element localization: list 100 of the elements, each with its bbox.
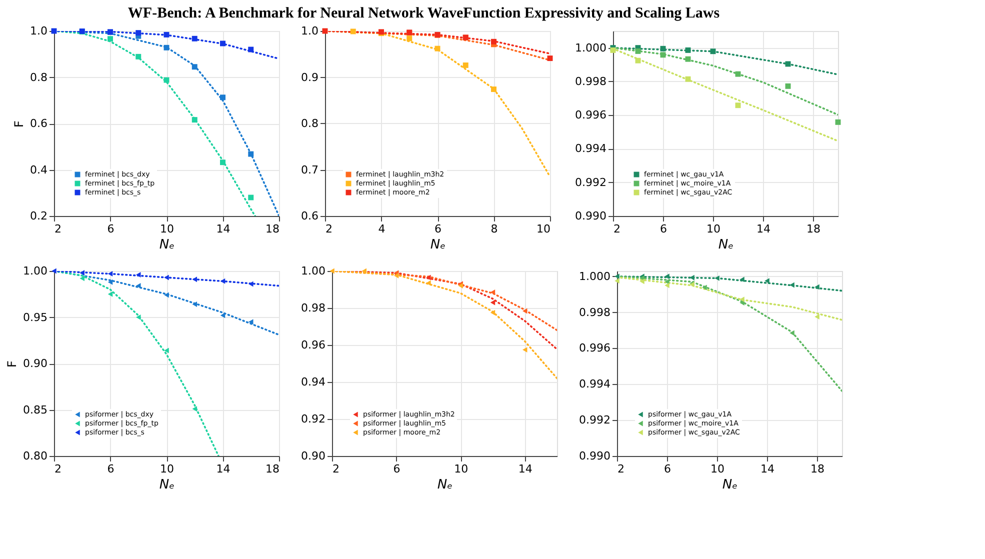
y-tick-label: 0.990: [575, 210, 606, 222]
point: [426, 280, 431, 286]
y-tick-label: 0.90: [301, 450, 326, 462]
y-tick-label: 0.9: [301, 70, 318, 84]
point: [192, 64, 198, 70]
y-tick-label: 1.0: [30, 24, 48, 38]
point: [164, 292, 169, 298]
point: [108, 271, 113, 277]
point: [330, 268, 334, 274]
y-tick-label: 0.85: [23, 403, 48, 416]
point: [490, 300, 496, 306]
y-tick-label: 0.90: [23, 357, 48, 370]
y-tick-label: 0.94: [301, 376, 326, 388]
point: [136, 272, 141, 278]
point: [635, 58, 641, 64]
x-axis-title: Nₑ: [430, 238, 446, 252]
x-tick-label: 6: [434, 222, 442, 236]
y-axis-title: F: [12, 120, 26, 128]
point: [350, 28, 356, 34]
text: WF-Bench: A Benchmark for Neural Network WaveFunction Expressivity and Scaling Laws: [128, 6, 720, 22]
point: [685, 76, 691, 82]
point: [362, 268, 367, 274]
point: [785, 83, 791, 89]
point: [434, 46, 440, 52]
point: [248, 46, 254, 52]
x-tick-label: 14: [518, 462, 532, 476]
x-tick-label: 10: [710, 462, 724, 476]
point: [640, 278, 644, 284]
point: [740, 276, 744, 282]
x-tick-label: 14: [760, 462, 774, 476]
y-tick-label: 0.8: [30, 70, 48, 84]
y-tick-label: 0.2: [30, 210, 48, 222]
point: [740, 296, 744, 302]
point: [835, 119, 841, 125]
y-tick-label: 0.992: [579, 414, 610, 427]
point: [164, 32, 170, 38]
y-tick-label: 0.992: [575, 176, 606, 189]
y-tick-label: 0.998: [575, 74, 606, 88]
x-tick-label: 14: [756, 222, 770, 236]
x-tick-label: 2: [618, 462, 624, 476]
x-tick-label: 10: [454, 462, 468, 476]
point: [635, 48, 641, 54]
x-tick-label: 18: [266, 222, 280, 236]
point: [220, 312, 226, 318]
point: [790, 330, 794, 336]
point: [785, 61, 791, 67]
y-tick-label: 0.80: [23, 450, 48, 462]
y-tick-label: 0.98: [301, 302, 326, 314]
x-tick-label: 2: [326, 222, 332, 236]
point: [164, 77, 170, 83]
point: [426, 274, 431, 280]
x-tick-label: 10: [706, 222, 720, 236]
y-tick-label: 1.0: [301, 24, 318, 38]
point: [714, 275, 720, 281]
y-tick-label: 0.990: [579, 450, 610, 462]
point: [136, 314, 141, 320]
point: [702, 284, 707, 290]
point: [192, 276, 197, 282]
point: [192, 406, 197, 412]
y-tick-label: 1.00: [301, 264, 326, 278]
point: [164, 44, 170, 50]
point: [547, 56, 553, 62]
point: [220, 278, 226, 284]
x-tick-label: 2: [54, 462, 62, 476]
y-tick-label: 1.00: [23, 264, 48, 278]
point: [220, 40, 226, 46]
x-tick-label: 18: [810, 462, 824, 476]
point: [491, 38, 496, 44]
x-tick-label: 6: [107, 222, 114, 236]
y-tick-label: 0.996: [579, 342, 610, 355]
x-tick-label: 10: [160, 222, 174, 236]
point: [108, 279, 113, 285]
point: [80, 276, 84, 282]
y-tick-label: 0.6: [301, 210, 318, 222]
x-tick-label: 18: [266, 462, 280, 476]
point: [164, 274, 169, 280]
y-tick-label: 0.92: [301, 412, 326, 426]
x-tick-label: 6: [393, 462, 400, 476]
point: [490, 290, 496, 296]
y-tick-label: 0.998: [579, 306, 610, 319]
point: [248, 319, 254, 325]
point: [814, 314, 820, 320]
point: [136, 54, 142, 60]
x-tick-label: 14: [216, 222, 230, 236]
x-axis-title: Nₑ: [718, 238, 734, 252]
point: [522, 308, 528, 314]
x-tick-label: 6: [660, 222, 667, 236]
y-tick-label: 0.4: [30, 163, 48, 176]
y-tick-label: 0.7: [301, 163, 318, 176]
y-tick-label: 0.6: [30, 117, 48, 130]
point: [664, 282, 670, 288]
point: [685, 56, 691, 62]
y-tick-label: 0.96: [301, 338, 326, 352]
point: [136, 30, 142, 36]
y-tick-label: 0.994: [575, 142, 606, 156]
y-axis-title: F: [5, 360, 20, 368]
point: [735, 71, 741, 77]
point: [685, 47, 691, 53]
point: [614, 278, 620, 284]
point: [192, 302, 197, 308]
